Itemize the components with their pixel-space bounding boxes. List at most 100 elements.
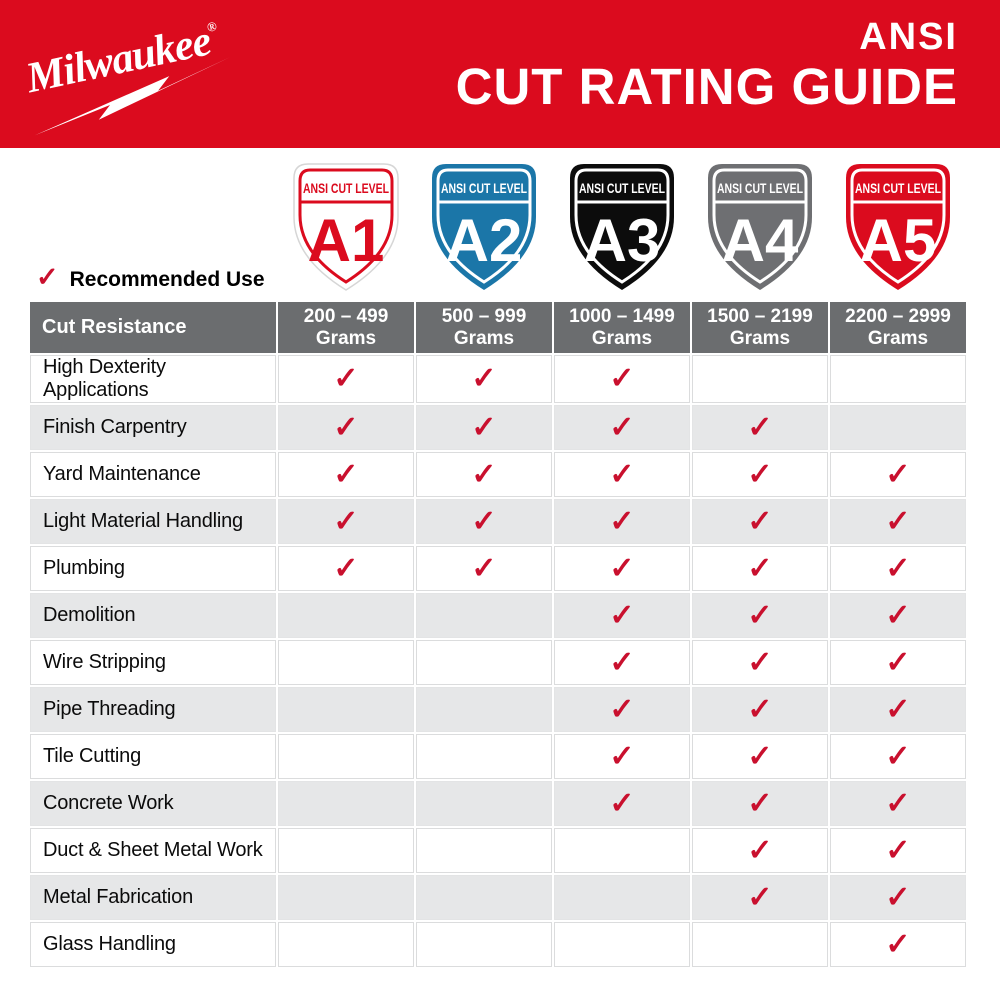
table-row: High Dexterity Applications ✓ ✓ ✓ [30,355,966,403]
row-label: Metal Fabrication [30,875,276,920]
shield-level-text: A3 [584,207,661,274]
cell-10-a4: ✓ [692,828,828,873]
row-label: Concrete Work [30,781,276,826]
cell-5-a4: ✓ [692,593,828,638]
cell-8-a1 [278,734,414,779]
cell-3-a5: ✓ [830,499,966,544]
checkmark-icon: ✓ [885,504,911,538]
cell-4-a1: ✓ [278,546,414,591]
checkmark-icon: ✓ [885,457,911,491]
cell-11-a5: ✓ [830,875,966,920]
milwaukee-logo-text: Milwaukee® [21,15,224,102]
column-unit: Grams [867,327,929,349]
checkmark-icon: ✓ [747,645,773,679]
checkmark-icon: ✓ [747,739,773,773]
row-label: Pipe Threading [30,687,276,732]
checkmark-icon: ✓ [609,598,635,632]
checkmark-icon: ✓ [885,692,911,726]
cut-resistance-table: Cut Resistance 200 – 499 Grams 500 – 999… [28,300,968,969]
cell-0-a2: ✓ [416,355,552,403]
shield-badge-icon: ANSI CUT LEVEL A2 [432,164,536,290]
table-row: Light Material Handling ✓ ✓ ✓ ✓ ✓ [30,499,966,544]
checkmark-icon: ✓ [747,692,773,726]
shield-shape [846,164,950,290]
milwaukee-logo-icon: Milwaukee® [21,15,231,136]
cut-level-shield-a2: ANSI CUT LEVEL A2 [419,156,549,296]
cell-7-a4: ✓ [692,687,828,732]
cell-9-a4: ✓ [692,781,828,826]
checkmark-icon: ✓ [747,457,773,491]
cell-6-a3: ✓ [554,640,690,685]
checkmark-icon: ✓ [333,362,359,395]
table-row: Demolition ✓ ✓ ✓ [30,593,966,638]
column-range: 1500 – 2199 [707,305,813,327]
cell-11-a4: ✓ [692,875,828,920]
cell-3-a4: ✓ [692,499,828,544]
column-range: 1000 – 1499 [569,305,675,327]
lightning-bolt-icon [34,56,231,136]
cell-6-a4: ✓ [692,640,828,685]
cell-5-a3: ✓ [554,593,690,638]
checkmark-icon: ✓ [333,410,359,444]
recommended-use-legend: ✓ Recommended Use [36,262,265,293]
cell-0-a4 [692,355,828,403]
checkmark-icon: ✓ [747,880,773,914]
shield-shape [570,164,674,290]
checkmark-icon: ✓ [747,833,773,867]
cut-level-shield-a3: ANSI CUT LEVEL A3 [557,156,687,296]
cut-level-shield-a1: ANSI CUT LEVEL A1 [281,156,411,296]
cell-12-a1 [278,922,414,967]
row-label: Duct & Sheet Metal Work [30,828,276,873]
shield-badge-icon: ANSI CUT LEVEL A1 [293,163,399,291]
checkmark-icon: ✓ [609,410,635,444]
cell-6-a1 [278,640,414,685]
cell-2-a2: ✓ [416,452,552,497]
shield-shape [708,164,812,290]
checkmark-icon: ✓ [885,927,911,961]
checkmark-icon: ✓ [36,262,59,292]
checkmark-icon: ✓ [885,739,911,773]
shield-banner-text: ANSI CUT LEVEL [579,180,665,196]
column-unit: Grams [729,327,791,349]
column-header-2: 1000 – 1499 Grams [554,302,690,353]
checkmark-icon: ✓ [747,410,773,444]
cell-1-a1: ✓ [278,405,414,450]
column-header-4: 2200 – 2999 Grams [830,302,966,353]
shield-level-text: A4 [722,207,799,274]
row-label: Light Material Handling [30,499,276,544]
checkmark-icon: ✓ [609,551,635,585]
cell-4-a2: ✓ [416,546,552,591]
cell-3-a3: ✓ [554,499,690,544]
checkmark-icon: ✓ [471,410,497,444]
checkmark-icon: ✓ [609,739,635,773]
checkmark-icon: ✓ [609,457,635,491]
shield-badge-icon: ANSI CUT LEVEL A3 [570,164,674,290]
cell-6-a2 [416,640,552,685]
cell-0-a3: ✓ [554,355,690,403]
column-range: 200 – 499 [303,305,389,327]
cell-5-a1 [278,593,414,638]
cell-6-a5: ✓ [830,640,966,685]
cell-3-a1: ✓ [278,499,414,544]
cell-12-a4 [692,922,828,967]
cell-10-a2 [416,828,552,873]
cell-4-a3: ✓ [554,546,690,591]
cell-8-a4: ✓ [692,734,828,779]
legend-label: Recommended Use [69,267,265,291]
row-label: Glass Handling [30,922,276,967]
checkmark-icon: ✓ [747,504,773,538]
row-label: Demolition [30,593,276,638]
row-label: High Dexterity Applications [30,355,276,403]
title-line-ansi: ANSI [859,16,958,58]
checkmark-icon: ✓ [333,457,359,491]
cell-10-a1 [278,828,414,873]
cell-5-a5: ✓ [830,593,966,638]
cell-9-a2 [416,781,552,826]
cell-4-a5: ✓ [830,546,966,591]
cell-4-a4: ✓ [692,546,828,591]
cell-2-a3: ✓ [554,452,690,497]
checkmark-icon: ✓ [885,598,911,632]
column-header-0: 200 – 499 Grams [278,302,414,353]
cell-1-a4: ✓ [692,405,828,450]
